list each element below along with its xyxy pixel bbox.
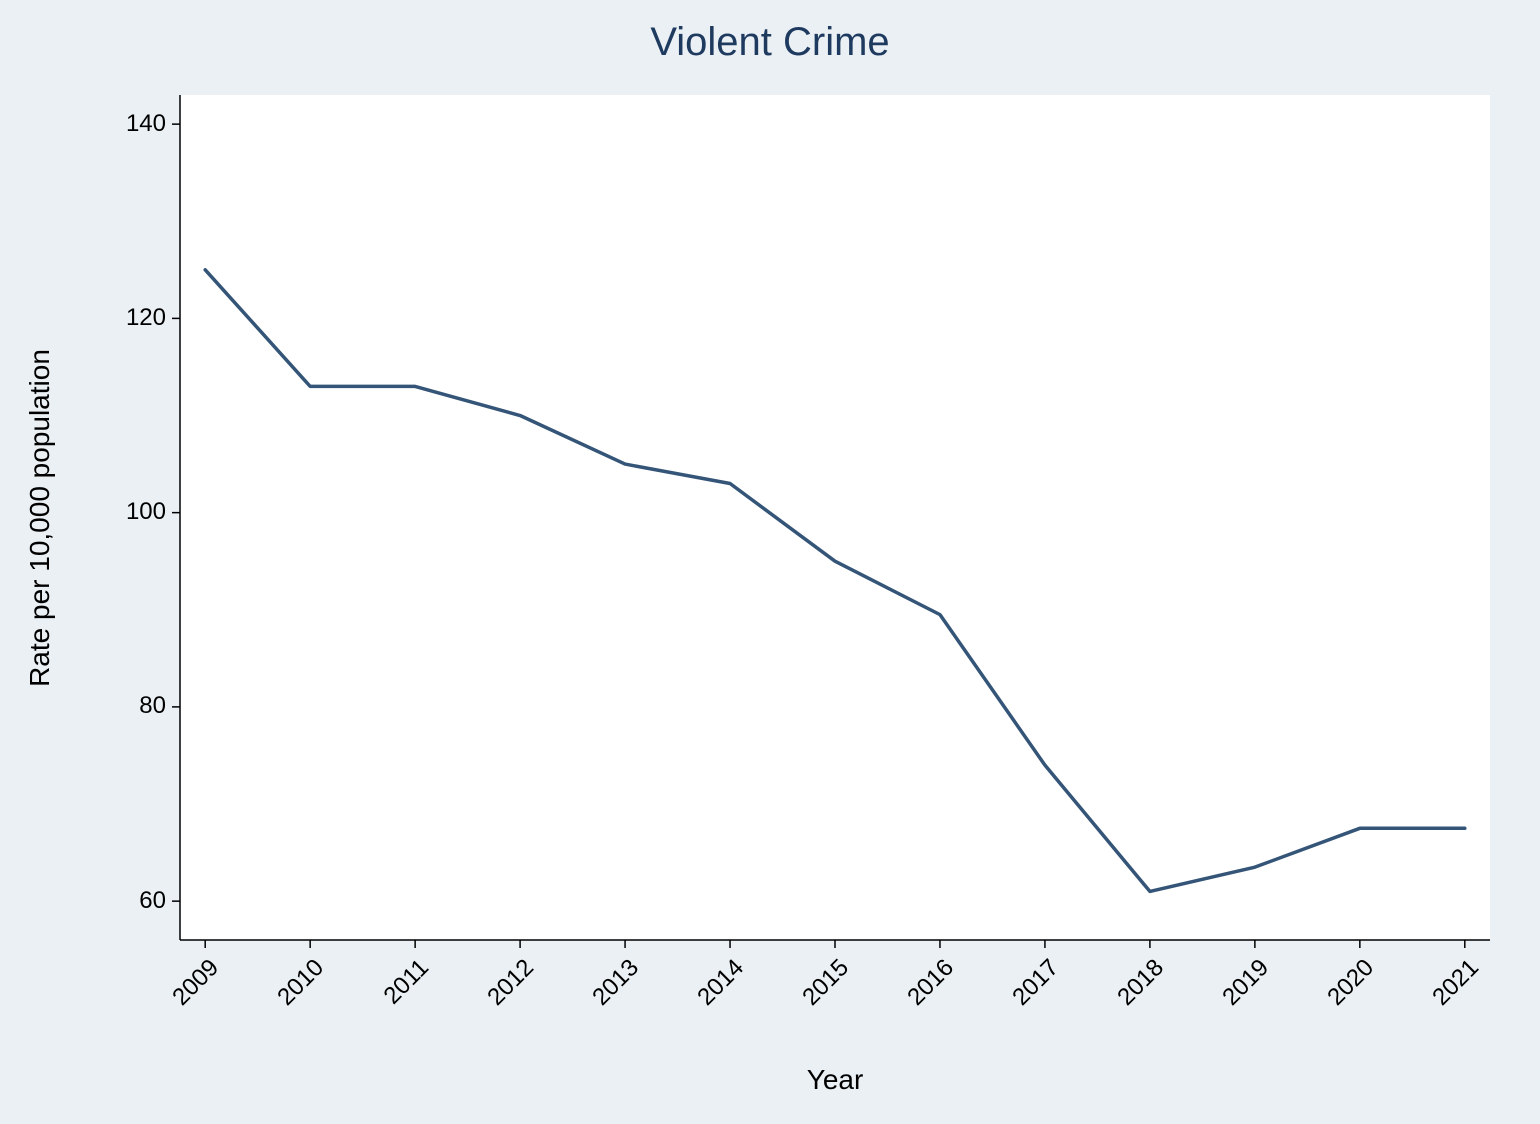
y-tick-label: 80 (139, 692, 166, 720)
y-tick-label: 60 (139, 887, 166, 915)
y-axis-label: Rate per 10,000 population (24, 349, 56, 687)
chart-svg (0, 0, 1540, 1124)
chart-container: Violent Crime Rate per 10,000 population… (0, 0, 1540, 1124)
chart-title: Violent Crime (0, 20, 1540, 65)
plot-area (180, 95, 1490, 940)
y-tick-label: 100 (126, 498, 166, 526)
y-tick-label: 140 (126, 110, 166, 138)
x-axis-label: Year (807, 1064, 864, 1096)
y-tick-label: 120 (126, 304, 166, 332)
